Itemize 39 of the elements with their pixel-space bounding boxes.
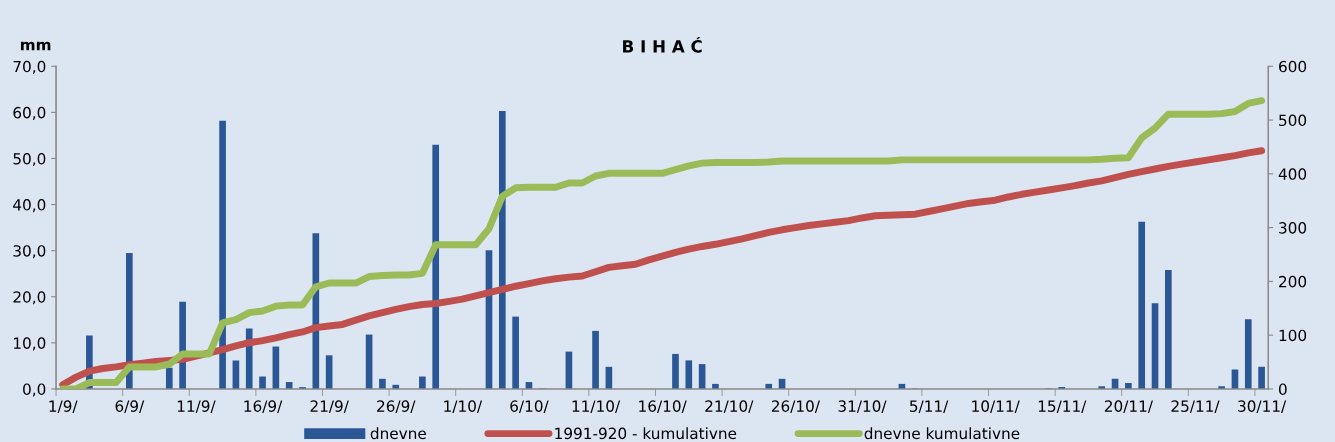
y-tick-label: 10,0 — [14, 337, 46, 351]
legend-label: dnevne — [370, 427, 426, 440]
y-tick-label: 20,0 — [13, 291, 46, 305]
x-tick-label: 25/11/ — [1171, 400, 1220, 414]
y-tick-label: 0,0 — [23, 383, 46, 397]
y2-tick-label: 200 — [1279, 275, 1307, 288]
y-axis-title: mm — [20, 41, 51, 51]
y2-tick-label: 0 — [1278, 383, 1287, 395]
x-tick-label: 16/10/ — [639, 400, 687, 414]
x-tick-label: 5/11/ — [910, 400, 949, 414]
x-tick-label: 11/9/ — [177, 400, 216, 414]
y-tick-label: 60,0 — [13, 106, 46, 120]
x-tick-label: 11/10/ — [572, 400, 621, 414]
y-tick-label: 50,0 — [13, 152, 46, 167]
x-tick-label: 31/10/ — [838, 400, 887, 414]
x-tick-label: 1/9/ — [49, 400, 78, 414]
y-tick-label: 30,0 — [13, 245, 46, 259]
x-tick-label: 15/11/ — [1038, 400, 1087, 414]
legend-label: 1991-920 - kumulativne — [555, 427, 737, 440]
y2-tick-label: 500 — [1279, 114, 1307, 127]
y2-tick-label: 400 — [1278, 168, 1307, 180]
x-tick-label: 21/9/ — [310, 400, 349, 414]
legend-label: dnevne kumulativne — [864, 427, 1020, 440]
y2-tick-label: 600 — [1279, 60, 1307, 73]
y-tick-label: 70,0 — [13, 60, 46, 74]
y-tick-label: 40,0 — [13, 199, 46, 213]
y2-tick-label: 100 — [1279, 329, 1307, 342]
x-tick-label: 6/9/ — [115, 400, 145, 414]
x-tick-label: 30/11/ — [1238, 400, 1287, 414]
y2-tick-label: 300 — [1279, 222, 1307, 234]
x-tick-label: 21/10/ — [705, 400, 754, 414]
x-tick-label: 20/11/ — [1104, 400, 1153, 414]
x-tick-label: 26/9/ — [377, 400, 416, 414]
x-tick-label: 16/9/ — [244, 400, 283, 414]
chart-title: B I H A Ć — [623, 36, 702, 53]
x-tick-label: 10/11/ — [972, 400, 1020, 414]
x-tick-label: 1/10/ — [444, 400, 483, 414]
x-tick-label: 6/10/ — [510, 400, 549, 414]
x-tick-label: 26/10/ — [771, 400, 820, 414]
